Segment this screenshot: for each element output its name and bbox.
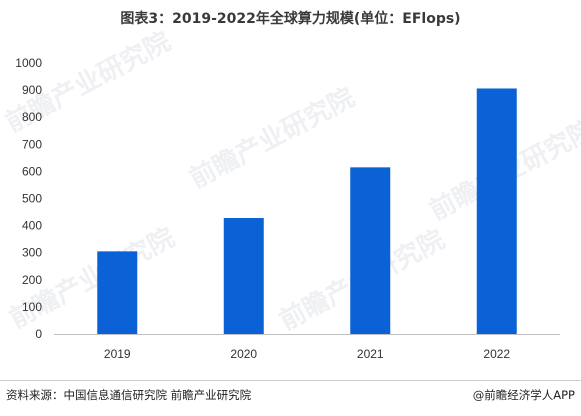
source-note: 资料来源：中国信息通信研究院 前瞻产业研究院	[6, 388, 252, 402]
bar-2022	[476, 88, 517, 334]
y-tick-label: 1000	[15, 56, 42, 70]
bar-2019	[97, 251, 138, 334]
y-tick-label: 700	[22, 137, 42, 151]
bar-2020	[223, 218, 264, 334]
bar-2021	[350, 167, 391, 334]
x-tick-label: 2019	[104, 347, 131, 361]
y-tick-label: 800	[22, 110, 42, 124]
x-tick-label: 2020	[230, 347, 257, 361]
y-tick-label: 0	[35, 327, 42, 341]
y-tick-label: 100	[22, 300, 42, 314]
y-tick-label: 600	[22, 164, 42, 178]
bar-chart: 0 100 200 300 400 500 600 700 800 900 1000 2019 2020…	[15, 56, 560, 361]
y-tick-label: 500	[22, 192, 42, 206]
y-tick-label: 400	[22, 219, 42, 233]
credit-note: @前瞻经济学人APP	[472, 388, 575, 402]
x-tick-label: 2022	[483, 347, 510, 361]
y-tick-label: 300	[22, 246, 42, 260]
y-tick-label: 900	[22, 83, 42, 97]
y-tick-label: 200	[22, 273, 42, 287]
chart-title: 图表3：2019-2022年全球算力规模(单位：EFlops)	[120, 11, 461, 27]
footer-divider	[0, 380, 581, 381]
x-tick-label: 2021	[357, 347, 384, 361]
